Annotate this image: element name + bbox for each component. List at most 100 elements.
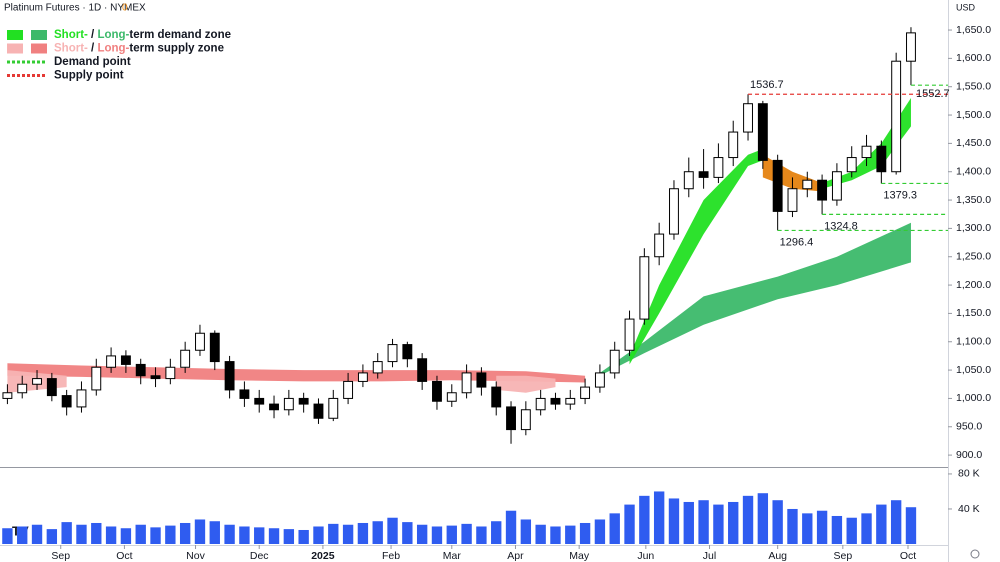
legend-text: Supply point (54, 70, 124, 82)
y-tick-label: 1,300.0 (956, 222, 991, 234)
volume-bar (120, 528, 132, 544)
volume-bar (150, 527, 161, 544)
candle-body (298, 397, 309, 405)
candle-body (269, 403, 279, 411)
volume-bar (609, 513, 620, 544)
settings-icon[interactable] (970, 549, 980, 559)
title-badge: 0 (122, 3, 128, 14)
legend-label: Supply point (54, 70, 124, 82)
legend-swatch (7, 43, 23, 54)
volume-bar (372, 521, 383, 544)
candle-body (372, 361, 383, 374)
volume-bar (476, 526, 487, 544)
candle-body (180, 349, 191, 368)
candle-body (328, 397, 339, 419)
x-tick-label: Mar (443, 550, 462, 562)
volume-bar (17, 526, 28, 544)
candle-body (402, 344, 413, 360)
x-tick-label: 2025 (311, 550, 335, 562)
candle-body (757, 103, 768, 161)
candle-body (343, 380, 354, 399)
legend-text: Demand point (54, 56, 131, 68)
candle-body (135, 363, 146, 377)
legend-text: Short- (54, 29, 88, 41)
y-tick-label: 1,650.0 (956, 24, 991, 36)
legend-swatch (7, 30, 23, 40)
volume-bar (46, 529, 58, 544)
volume-bar (194, 519, 206, 544)
candle-body (120, 355, 131, 365)
candle-body (150, 375, 161, 380)
y-tick-label: 1,350.0 (956, 194, 991, 206)
volume-bar (683, 501, 694, 544)
legend-label: Demand point (54, 56, 131, 68)
volume-bar (728, 501, 739, 544)
candle-body (831, 171, 842, 201)
volume-bar (802, 513, 813, 544)
volume-bar (76, 524, 87, 544)
level-label: 1552.7 (916, 88, 950, 100)
volume-bar (357, 522, 369, 544)
volume-bar (61, 522, 72, 544)
legend-text: / (88, 29, 98, 41)
x-tick-label: Nov (186, 550, 205, 562)
volume-bar (31, 524, 43, 544)
candle-body (387, 344, 398, 363)
candle-body (106, 355, 117, 368)
candle-body (313, 403, 324, 419)
candle-body (580, 386, 591, 399)
volume-bar (639, 495, 650, 544)
candle-body (476, 372, 487, 388)
level-label: 1536.7 (750, 79, 784, 91)
y-tick-label: 1,050.0 (956, 364, 991, 376)
x-tick-label: May (569, 550, 590, 562)
volume-bar (402, 522, 413, 544)
candle-body (669, 188, 679, 235)
zone (496, 375, 556, 393)
volume-bar (520, 519, 532, 544)
volume-bar (624, 504, 635, 544)
candle-body (61, 395, 72, 408)
candle-body (254, 397, 265, 405)
y-tick-label: 950.0 (956, 421, 982, 433)
volume-bar (861, 513, 872, 544)
candle-body (698, 171, 709, 178)
candle-body (639, 256, 650, 320)
volume-bar (579, 522, 591, 544)
candle-body (624, 318, 635, 351)
y-tick-label: 1,000.0 (956, 392, 991, 404)
candle-body (446, 392, 457, 402)
candle-body (506, 406, 516, 431)
candle-body (891, 60, 902, 173)
y-tick-label: 900.0 (956, 449, 982, 461)
volume-bar (831, 515, 843, 544)
x-tick-label: Sep (51, 550, 70, 562)
volume-bar (491, 521, 502, 544)
candle-body (728, 131, 739, 159)
volume-bar (890, 500, 902, 544)
volume-bar (328, 523, 339, 544)
currency: USD (956, 2, 976, 12)
candle-body (76, 389, 87, 408)
candle-body (861, 145, 872, 159)
x-tick-label: Apr (507, 550, 524, 562)
volume-bar (313, 526, 324, 544)
candle-body (165, 366, 176, 380)
volume-bar (905, 507, 917, 544)
volume-bar (209, 521, 220, 544)
legend-text: Long- (97, 43, 129, 55)
y-tick-label: 1,450.0 (956, 137, 991, 149)
volume-bar (535, 524, 546, 544)
y-tick-label: 1,100.0 (956, 336, 991, 348)
x-tick-label: Oct (116, 550, 132, 562)
candle-body (594, 372, 605, 388)
y-tick-label: 1,200.0 (956, 279, 991, 291)
volume-bar (505, 510, 517, 544)
candle-body (195, 332, 205, 351)
chart-title: Platinum Futures · 1D · NYMEX (4, 3, 146, 14)
legend-text: Long- (97, 29, 129, 41)
volume-bar (594, 519, 606, 544)
volume-bar (179, 522, 191, 544)
y-tick-label: 1,550.0 (956, 80, 991, 92)
y-tick-label: 1,150.0 (956, 307, 991, 319)
